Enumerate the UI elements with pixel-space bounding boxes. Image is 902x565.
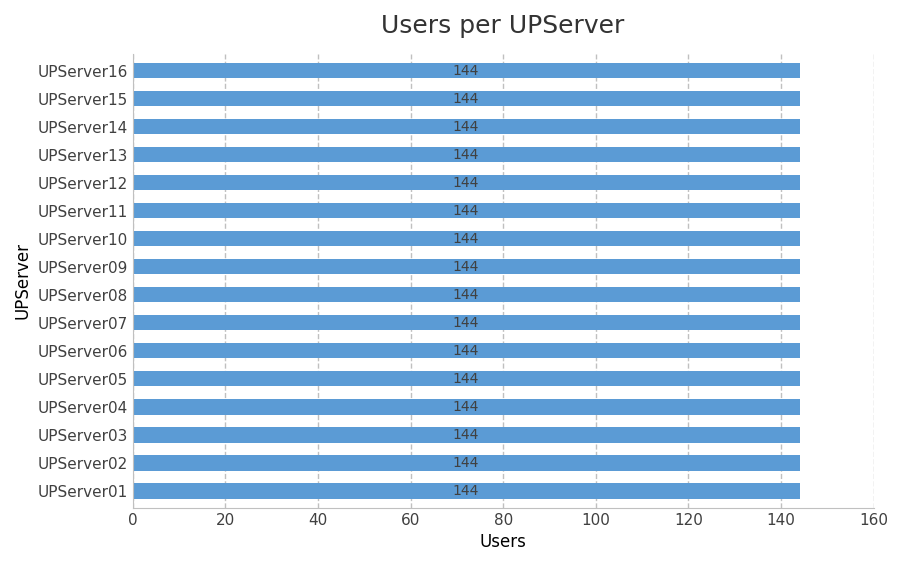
Text: 144: 144 xyxy=(453,232,479,246)
Text: 144: 144 xyxy=(453,316,479,330)
Bar xyxy=(133,455,799,471)
Bar xyxy=(133,287,799,302)
Text: 144: 144 xyxy=(453,120,479,133)
Bar xyxy=(133,175,799,190)
Bar xyxy=(133,147,799,162)
Text: 144: 144 xyxy=(453,344,479,358)
Text: 144: 144 xyxy=(453,484,479,498)
Text: 144: 144 xyxy=(453,147,479,162)
Text: 144: 144 xyxy=(453,400,479,414)
Text: 144: 144 xyxy=(453,63,479,77)
Bar xyxy=(133,259,799,275)
Y-axis label: UPServer: UPServer xyxy=(14,242,32,319)
Text: 144: 144 xyxy=(453,92,479,106)
Bar xyxy=(133,63,799,78)
Bar xyxy=(133,427,799,442)
Text: 144: 144 xyxy=(453,428,479,442)
Text: 144: 144 xyxy=(453,288,479,302)
Text: 144: 144 xyxy=(453,176,479,190)
Text: 144: 144 xyxy=(453,456,479,470)
X-axis label: Users: Users xyxy=(480,533,527,551)
Text: 144: 144 xyxy=(453,372,479,386)
Title: Users per UPServer: Users per UPServer xyxy=(382,14,625,38)
Bar xyxy=(133,315,799,331)
Bar xyxy=(133,203,799,218)
Bar xyxy=(133,119,799,134)
Bar xyxy=(133,91,799,106)
Text: 144: 144 xyxy=(453,260,479,273)
Bar xyxy=(133,483,799,498)
Text: 144: 144 xyxy=(453,203,479,218)
Bar xyxy=(133,399,799,415)
Bar xyxy=(133,343,799,358)
Bar xyxy=(133,371,799,386)
Bar xyxy=(133,231,799,246)
